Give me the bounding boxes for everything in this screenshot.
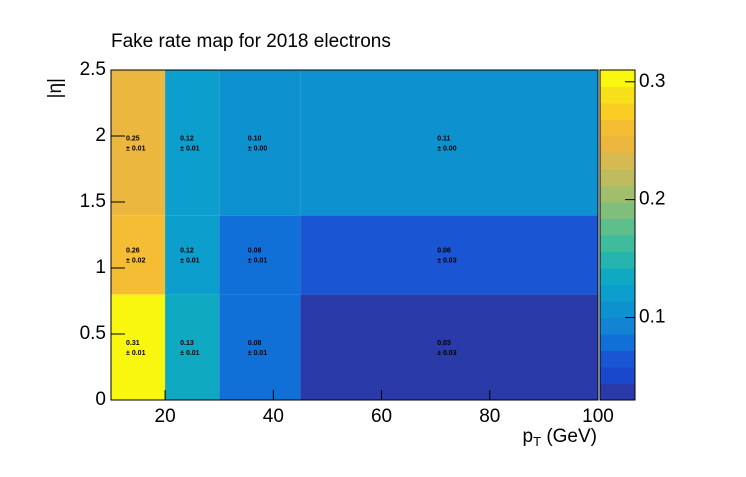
colorbar-band	[600, 218, 635, 236]
cell-error: ± 0.03	[437, 258, 457, 265]
cell	[165, 294, 220, 400]
cell-error: ± 0.00	[248, 145, 268, 152]
cell	[300, 215, 598, 295]
y-tick-label: 0.5	[80, 323, 106, 344]
x-tick-label: 60	[371, 406, 392, 427]
x-tick-label: 40	[263, 406, 284, 427]
cell-error: ± 0.01	[180, 350, 200, 357]
x-axis-label: pT (GeV)	[523, 426, 597, 449]
y-tick-label: 1.5	[80, 191, 106, 212]
cell	[219, 294, 301, 400]
cell-value: 0.12	[180, 248, 194, 255]
cell-error: ± 0.01	[126, 145, 146, 152]
cell-value: 0.08	[248, 340, 262, 347]
colorbar-band	[600, 235, 635, 252]
x-tick-label: 20	[155, 406, 176, 427]
colorbar-band	[600, 169, 635, 186]
z-tick-label: 0.2	[639, 189, 665, 210]
colorbar-band	[600, 185, 635, 203]
cell	[300, 294, 598, 400]
cell-value: 0.11	[437, 135, 450, 142]
cell-error: ± 0.01	[248, 258, 268, 265]
colorbar-band	[600, 119, 635, 137]
cell	[219, 215, 301, 295]
cell-value: 0.26	[126, 248, 140, 255]
cell-error: ± 0.00	[437, 145, 457, 152]
colorbar-band	[600, 70, 635, 87]
colorbar-band	[600, 317, 635, 335]
y-tick-label: 2.5	[80, 59, 106, 80]
cell	[165, 215, 220, 295]
colorbar-band	[600, 136, 635, 153]
x-label-rest: (GeV)	[541, 426, 597, 447]
cell-value: 0.25	[126, 135, 140, 142]
cell-error: ± 0.03	[437, 350, 457, 357]
colorbar-band	[600, 152, 635, 170]
y-tick-label: 1	[95, 257, 106, 278]
cell-error: ± 0.01	[126, 350, 146, 357]
z-tick-label: 0.1	[639, 307, 665, 328]
cell	[111, 70, 166, 216]
cell-value: 0.31	[126, 340, 140, 347]
cell	[300, 70, 598, 216]
x-tick-label: 80	[479, 406, 500, 427]
cell	[165, 70, 220, 216]
cell	[111, 294, 166, 400]
x-tick-label: 100	[582, 406, 614, 427]
frame	[110, 69, 599, 401]
z-tick-label: 0.3	[639, 71, 665, 92]
cell-error: ± 0.01	[248, 350, 268, 357]
colorbar-band	[600, 202, 635, 219]
x-label-sub: T	[533, 434, 541, 449]
cell-error: ± 0.02	[126, 258, 146, 265]
cell	[219, 70, 301, 216]
cell-value: 0.06	[437, 248, 451, 255]
cell-error: ± 0.01	[180, 258, 200, 265]
cell-value: 0.03	[437, 340, 451, 347]
colorbar-band	[600, 268, 635, 285]
colorbar-band	[600, 334, 635, 351]
colorbar-band	[600, 383, 635, 401]
cell-value: 0.12	[180, 135, 194, 142]
cell-value: 0.13	[180, 340, 194, 347]
cell-value: 0.08	[248, 248, 262, 255]
colorbar-band	[600, 367, 635, 384]
colorbar-band	[600, 284, 635, 302]
x-label-main: p	[523, 426, 534, 447]
y-axis-label: |η|	[45, 78, 66, 98]
cell-value: 0.10	[248, 135, 262, 142]
y-tick-label: 0	[95, 389, 106, 410]
chart-title: Fake rate map for 2018 electrons	[111, 31, 391, 52]
colorbar-band	[600, 103, 635, 120]
colorbar-frame	[599, 69, 636, 401]
colorbar-band	[600, 301, 635, 318]
colorbar-band	[600, 350, 635, 368]
colorbar-band	[600, 251, 635, 269]
colorbar-band	[600, 86, 635, 104]
cell	[111, 215, 166, 295]
y-tick-label: 2	[95, 125, 106, 146]
cell-error: ± 0.01	[180, 145, 200, 152]
